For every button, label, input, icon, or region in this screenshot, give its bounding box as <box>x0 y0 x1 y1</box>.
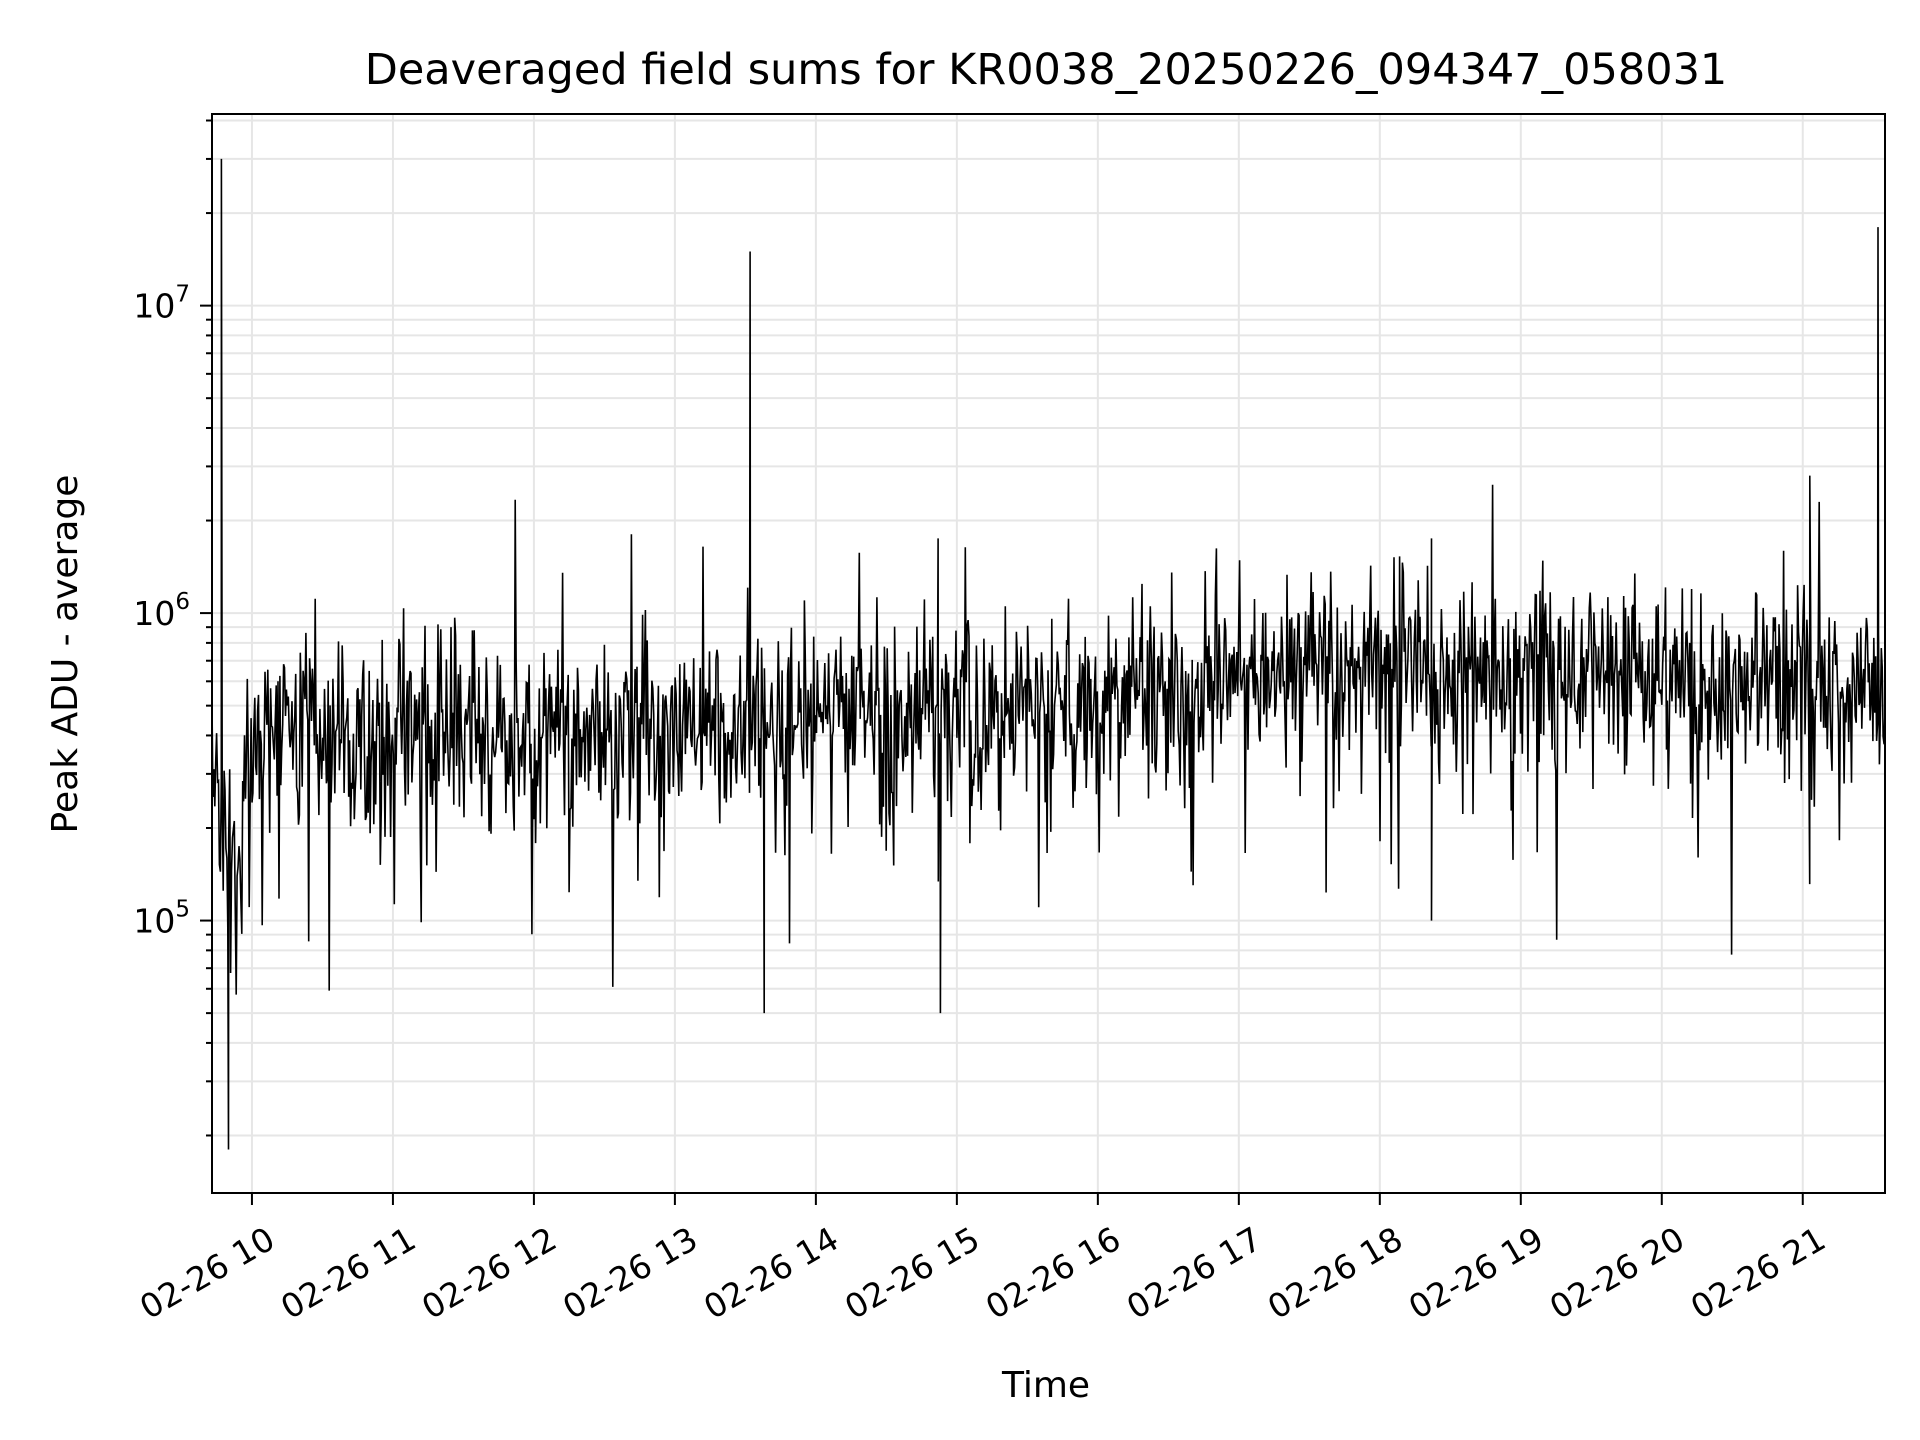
x-tick-label: 02-26 20 <box>1543 1219 1691 1327</box>
x-axis-label: Time <box>1001 1365 1090 1406</box>
y-tick-exponent: 7 <box>175 282 190 308</box>
x-tick-label: 02-26 10 <box>133 1219 281 1327</box>
y-tick-base: 10 <box>133 902 175 941</box>
y-axis-label: Peak ADU - average <box>45 475 86 834</box>
y-tick-label: 106 <box>133 589 190 633</box>
x-tick-label: 02-26 11 <box>274 1219 422 1327</box>
x-tick-label: 02-26 16 <box>979 1219 1127 1327</box>
y-tick-base: 10 <box>133 287 175 326</box>
y-tick-base: 10 <box>133 594 175 633</box>
y-tick-label: 105 <box>133 897 190 941</box>
x-tick-label: 02-26 12 <box>415 1219 563 1327</box>
x-tick-label: 02-26 19 <box>1402 1219 1550 1327</box>
x-tick-label: 02-26 14 <box>697 1219 845 1327</box>
y-tick-label: 107 <box>133 282 190 326</box>
x-tick-label: 02-26 18 <box>1261 1219 1409 1327</box>
y-tick-exponent: 6 <box>175 589 190 615</box>
plot-frame <box>211 113 1886 1194</box>
x-tick-label: 02-26 21 <box>1684 1219 1832 1327</box>
x-tick-label: 02-26 13 <box>556 1219 704 1327</box>
x-tick-label: 02-26 17 <box>1120 1219 1268 1327</box>
x-tick-label: 02-26 15 <box>838 1219 986 1327</box>
chart-title: Deaveraged field sums for KR0038_2025022… <box>365 45 1728 95</box>
series-line <box>212 158 1885 1150</box>
y-tick-exponent: 5 <box>175 897 190 923</box>
